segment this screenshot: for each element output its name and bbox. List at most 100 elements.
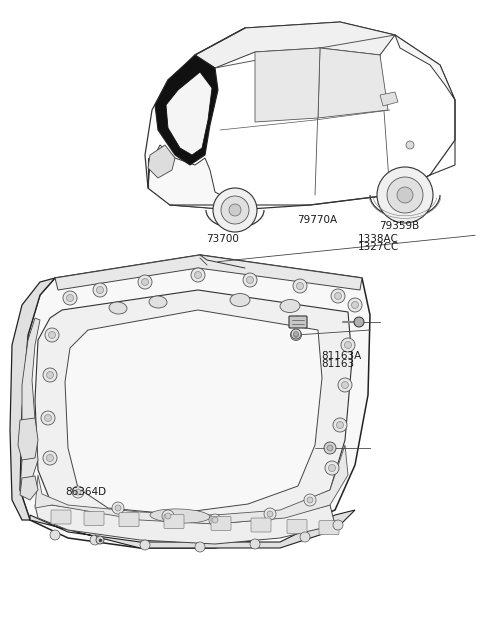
Polygon shape: [148, 145, 235, 210]
Polygon shape: [20, 476, 38, 500]
Circle shape: [250, 539, 260, 549]
FancyBboxPatch shape: [287, 519, 307, 534]
Text: 81163A: 81163A: [322, 351, 362, 361]
Circle shape: [165, 513, 171, 519]
FancyBboxPatch shape: [84, 511, 104, 526]
Circle shape: [221, 196, 249, 224]
Circle shape: [331, 289, 345, 303]
Polygon shape: [395, 35, 455, 100]
Circle shape: [300, 532, 310, 542]
Circle shape: [354, 317, 364, 327]
FancyBboxPatch shape: [289, 316, 307, 328]
Circle shape: [195, 542, 205, 552]
Circle shape: [327, 445, 333, 451]
Circle shape: [213, 188, 257, 232]
Circle shape: [397, 187, 413, 203]
Polygon shape: [380, 92, 398, 106]
Circle shape: [348, 298, 362, 312]
Circle shape: [45, 328, 59, 342]
Polygon shape: [55, 255, 362, 290]
Text: 86364D: 86364D: [65, 487, 106, 497]
Polygon shape: [145, 22, 455, 210]
Polygon shape: [195, 22, 395, 68]
Text: 81163: 81163: [322, 359, 355, 369]
Circle shape: [290, 329, 301, 341]
Circle shape: [140, 540, 150, 550]
Polygon shape: [18, 418, 38, 460]
Circle shape: [47, 371, 53, 379]
Polygon shape: [318, 48, 388, 118]
Ellipse shape: [230, 294, 250, 306]
Ellipse shape: [280, 299, 300, 312]
Circle shape: [351, 301, 359, 309]
FancyBboxPatch shape: [164, 514, 184, 529]
Text: 79770A: 79770A: [298, 215, 338, 225]
Polygon shape: [166, 72, 212, 155]
Circle shape: [406, 141, 414, 149]
Circle shape: [209, 514, 221, 526]
Polygon shape: [65, 310, 322, 514]
FancyBboxPatch shape: [51, 510, 71, 524]
Circle shape: [48, 331, 56, 339]
Circle shape: [328, 464, 336, 471]
Circle shape: [43, 451, 57, 465]
Circle shape: [90, 535, 100, 545]
Polygon shape: [35, 445, 348, 524]
Circle shape: [336, 421, 344, 429]
FancyBboxPatch shape: [251, 518, 271, 532]
Circle shape: [41, 411, 55, 425]
Circle shape: [47, 454, 53, 461]
Circle shape: [162, 510, 174, 522]
Circle shape: [63, 291, 77, 305]
Circle shape: [341, 338, 355, 352]
Text: 1338AC: 1338AC: [358, 234, 398, 244]
Circle shape: [293, 332, 299, 338]
Circle shape: [194, 271, 202, 279]
Polygon shape: [10, 278, 55, 520]
Circle shape: [142, 279, 148, 286]
FancyBboxPatch shape: [211, 516, 231, 531]
Circle shape: [333, 418, 347, 432]
Circle shape: [112, 502, 124, 514]
Polygon shape: [30, 510, 355, 548]
Circle shape: [304, 494, 316, 506]
Polygon shape: [35, 290, 352, 525]
Circle shape: [96, 286, 104, 294]
Circle shape: [138, 275, 152, 289]
Circle shape: [191, 268, 205, 282]
Circle shape: [115, 505, 121, 511]
Circle shape: [377, 167, 433, 223]
Circle shape: [43, 368, 57, 382]
Circle shape: [75, 489, 81, 495]
Circle shape: [93, 283, 107, 297]
Circle shape: [50, 530, 60, 540]
Circle shape: [307, 497, 313, 503]
Circle shape: [345, 341, 351, 349]
Circle shape: [387, 177, 423, 213]
Circle shape: [293, 279, 307, 293]
Polygon shape: [148, 145, 175, 178]
Circle shape: [264, 508, 276, 520]
FancyBboxPatch shape: [319, 521, 339, 535]
Polygon shape: [255, 48, 320, 122]
Polygon shape: [20, 318, 40, 490]
Circle shape: [96, 536, 104, 544]
Circle shape: [229, 204, 241, 216]
Circle shape: [212, 517, 218, 523]
FancyBboxPatch shape: [119, 512, 139, 527]
Circle shape: [324, 442, 336, 454]
Ellipse shape: [150, 509, 210, 523]
Circle shape: [338, 378, 352, 392]
Circle shape: [67, 294, 73, 301]
Circle shape: [45, 414, 51, 421]
Circle shape: [267, 511, 273, 517]
Circle shape: [293, 331, 299, 336]
Circle shape: [297, 282, 303, 289]
Text: 79359B: 79359B: [379, 221, 420, 231]
Polygon shape: [35, 505, 335, 544]
Text: 1327CC: 1327CC: [358, 242, 399, 252]
Circle shape: [325, 461, 339, 475]
Polygon shape: [20, 255, 370, 548]
Ellipse shape: [109, 302, 127, 314]
Circle shape: [333, 520, 343, 530]
